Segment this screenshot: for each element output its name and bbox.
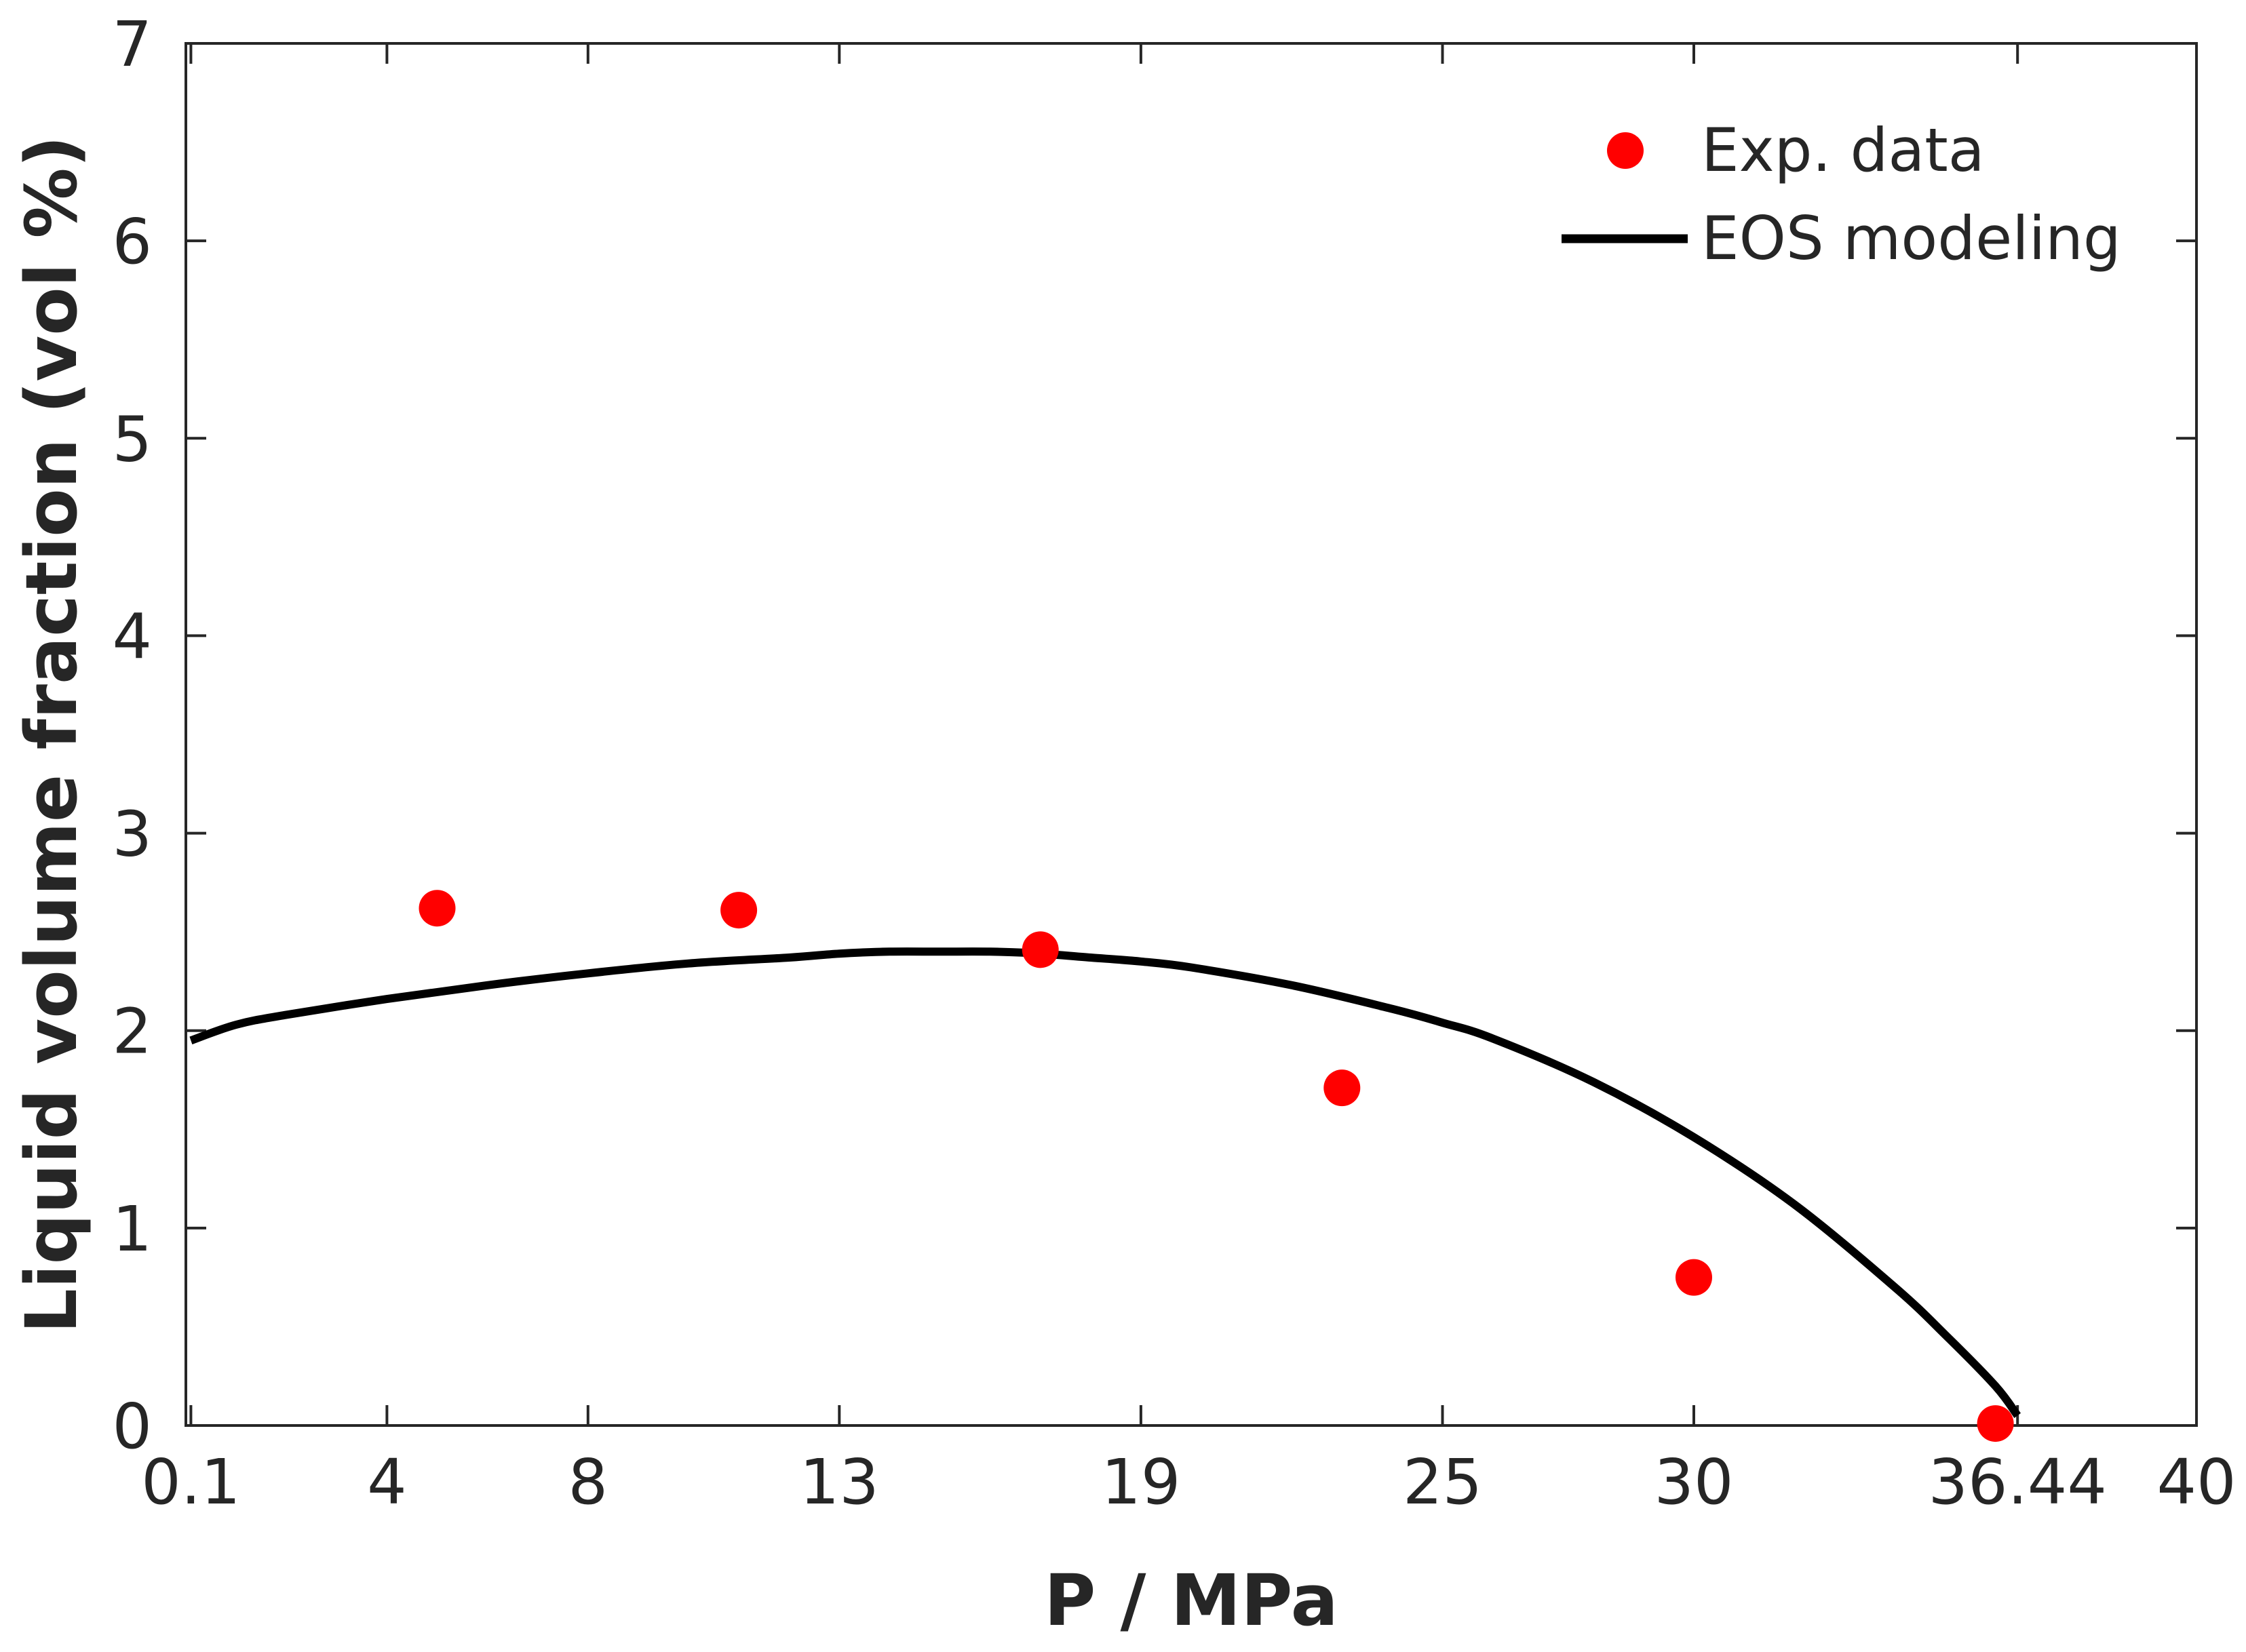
series-line-eos-modeling <box>189 947 2021 1418</box>
x-tick-labels: 0.1 4 8 13 19 25 30 36.44 40 <box>141 1446 2236 1518</box>
y-tick-label: 2 <box>112 996 152 1068</box>
plot-frame <box>185 42 2198 1427</box>
series-layer <box>189 890 2021 1442</box>
x-tick-label: 36.44 <box>1929 1446 2107 1518</box>
data-point-exp-data <box>1977 1405 2014 1442</box>
x-tick-label: 4 <box>367 1446 407 1518</box>
y-tick-label: 0 <box>112 1390 152 1463</box>
y-tick-label: 3 <box>112 798 152 871</box>
data-point-exp-data <box>720 892 758 929</box>
x-tick-label: 13 <box>800 1446 879 1518</box>
legend-marker-exp-data <box>1607 132 1644 169</box>
x-tick-label: 25 <box>1403 1446 1482 1518</box>
y-tick-label: 1 <box>112 1193 152 1265</box>
y-tick-label: 6 <box>112 205 152 278</box>
data-point-exp-data <box>419 890 456 927</box>
data-point-exp-data <box>1676 1259 1712 1296</box>
x-tick-label: 8 <box>568 1446 608 1518</box>
plot-area <box>186 43 2196 1425</box>
legend: Exp. data EOS modeling <box>1562 115 2121 273</box>
data-point-exp-data <box>1323 1069 1361 1107</box>
x-tick-label: 19 <box>1101 1446 1180 1518</box>
y-tick-label: 5 <box>112 403 152 475</box>
x-tick-label: 30 <box>1654 1446 1733 1518</box>
legend-label-exp-data: Exp. data <box>1701 115 1985 185</box>
y-axis-title: Liquid volume fraction (vol %) <box>10 136 93 1334</box>
x-tick-label: 0.1 <box>141 1446 240 1518</box>
y-tick-label: 4 <box>112 600 152 673</box>
x-tick-label: 40 <box>2156 1446 2236 1518</box>
y-tick-label: 7 <box>112 8 152 81</box>
data-point-exp-data <box>1022 931 1059 968</box>
y-tick-labels: 0 1 2 3 4 5 6 7 <box>112 8 152 1463</box>
x-axis-title: P / MPa <box>1044 1559 1338 1642</box>
legend-label-eos-modeling: EOS modeling <box>1701 203 2121 273</box>
